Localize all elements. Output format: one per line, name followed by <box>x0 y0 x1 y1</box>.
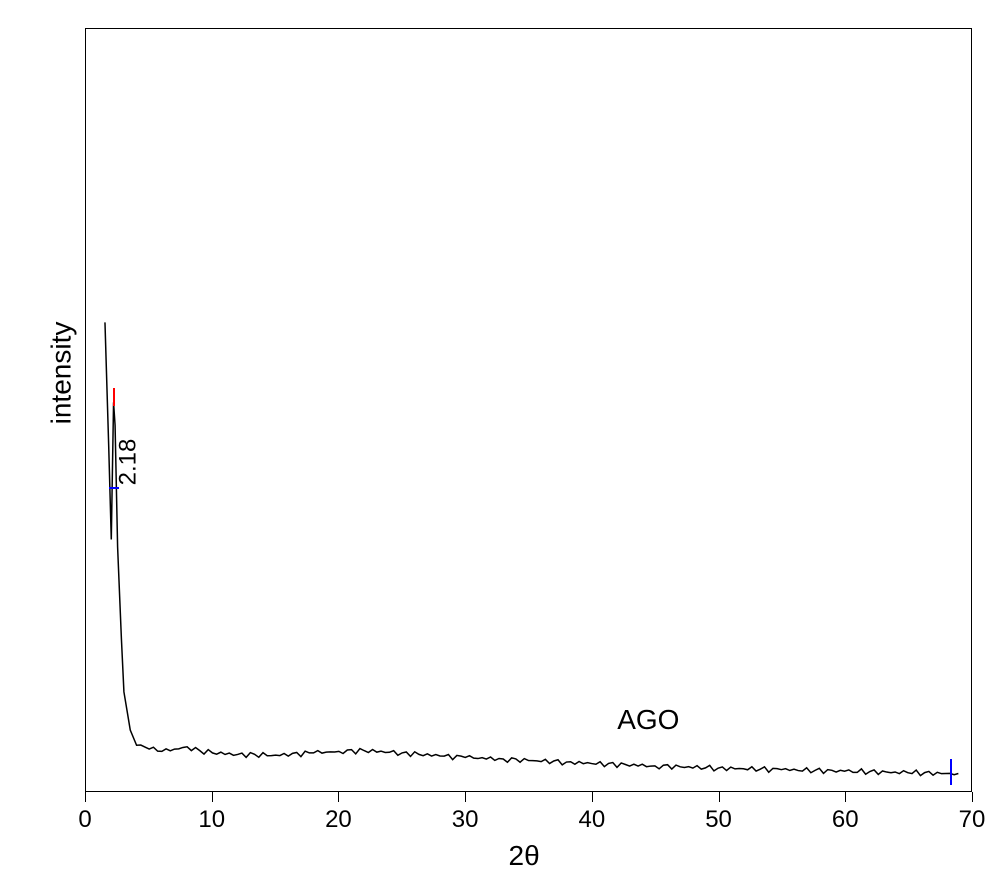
end-marker-blue <box>950 759 952 785</box>
x-tick <box>85 792 86 802</box>
y-axis-label: intensity <box>45 321 77 424</box>
x-tick-label: 10 <box>198 806 225 834</box>
x-tick-label: 30 <box>452 806 479 834</box>
series-label: AGO <box>617 704 679 736</box>
peak-marker-red <box>113 388 115 406</box>
peak-marker-blue <box>109 487 119 489</box>
x-tick-label: 40 <box>578 806 605 834</box>
x-tick <box>212 792 213 802</box>
x-tick <box>719 792 720 802</box>
x-tick-label: 50 <box>705 806 732 834</box>
plot-area <box>85 28 972 792</box>
x-tick <box>592 792 593 802</box>
x-tick-label: 60 <box>832 806 859 834</box>
x-tick-label: 20 <box>325 806 352 834</box>
xrd-chart: intensity 2θ 2.18 AGO 0 10 20 30 40 50 60 70 <box>0 0 1000 890</box>
x-tick-label: 70 <box>959 806 986 834</box>
x-tick <box>972 792 973 802</box>
x-tick <box>465 792 466 802</box>
xrd-pattern-line <box>86 29 971 791</box>
peak-label: 2.18 <box>114 439 142 486</box>
x-tick <box>338 792 339 802</box>
x-axis-label: 2θ <box>509 840 540 872</box>
x-tick-label: 0 <box>78 806 91 834</box>
x-tick <box>845 792 846 802</box>
